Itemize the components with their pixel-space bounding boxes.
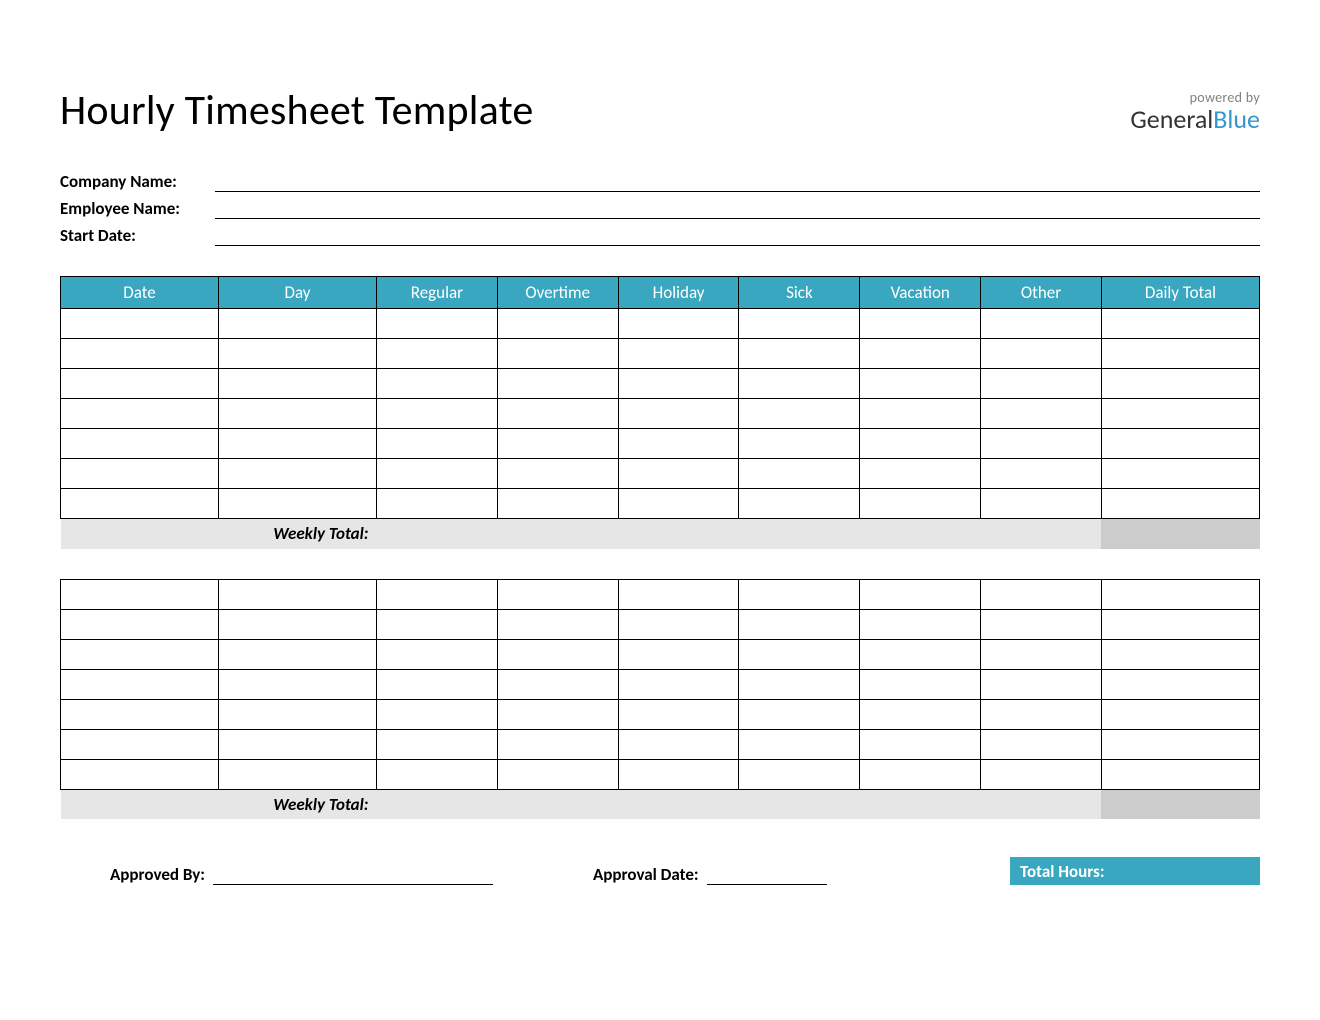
page-title: Hourly Timesheet Template [60, 85, 533, 136]
table-row [61, 579, 1260, 609]
timesheet-table-week2: Weekly Total: [60, 579, 1260, 820]
company-name-label: Company Name: [60, 171, 215, 192]
approved-by-group: Approved By: [110, 864, 493, 885]
weekly-total-row: Weekly Total: [61, 789, 1260, 819]
employee-name-field: Employee Name: [60, 198, 1260, 219]
col-regular: Regular [377, 277, 498, 309]
approved-by-label: Approved By: [110, 864, 205, 885]
table-row [61, 759, 1260, 789]
timesheet-table-week1: Date Day Regular Overtime Holiday Sick V… [60, 276, 1260, 549]
start-date-input-line[interactable] [215, 226, 1260, 246]
col-overtime: Overtime [497, 277, 618, 309]
footer-row: Approved By: Approval Date: Total Hours: [60, 857, 1260, 885]
table-row [61, 699, 1260, 729]
table-row [61, 339, 1260, 369]
col-day: Day [219, 277, 377, 309]
employee-name-input-line[interactable] [215, 199, 1260, 219]
company-name-input-line[interactable] [215, 172, 1260, 192]
start-date-field: Start Date: [60, 225, 1260, 246]
table-row [61, 399, 1260, 429]
header-row: Hourly Timesheet Template powered by Gen… [60, 85, 1260, 136]
table-header-row: Date Day Regular Overtime Holiday Sick V… [61, 277, 1260, 309]
approval-date-group: Approval Date: [593, 864, 827, 885]
approval-date-input-line[interactable] [707, 867, 827, 885]
col-holiday: Holiday [618, 277, 739, 309]
table-row [61, 669, 1260, 699]
total-hours-label: Total Hours: [1020, 861, 1105, 882]
col-other: Other [981, 277, 1102, 309]
logo-area: powered by GeneralBlue [1130, 89, 1260, 133]
approved-by-input-line[interactable] [213, 867, 493, 885]
approval-date-label: Approval Date: [593, 864, 699, 885]
col-daily-total: Daily Total [1101, 277, 1259, 309]
logo-part2: Blue [1213, 103, 1260, 135]
col-date: Date [61, 277, 219, 309]
info-fields: Company Name: Employee Name: Start Date: [60, 171, 1260, 246]
weekly-total-row: Weekly Total: [61, 519, 1260, 549]
col-sick: Sick [739, 277, 860, 309]
weekly-total-value [1101, 789, 1259, 819]
table-row [61, 729, 1260, 759]
start-date-label: Start Date: [60, 225, 215, 246]
table-row [61, 459, 1260, 489]
company-name-field: Company Name: [60, 171, 1260, 192]
table-row [61, 309, 1260, 339]
table-row [61, 639, 1260, 669]
table-row [61, 369, 1260, 399]
col-vacation: Vacation [860, 277, 981, 309]
employee-name-label: Employee Name: [60, 198, 215, 219]
weekly-total-value [1101, 519, 1259, 549]
logo-part1: General [1130, 103, 1213, 135]
table-row [61, 489, 1260, 519]
weekly-total-label: Weekly Total: [61, 519, 377, 549]
total-hours-box: Total Hours: [1010, 857, 1260, 885]
table-row [61, 609, 1260, 639]
logo-text: GeneralBlue [1130, 106, 1260, 133]
weekly-total-label: Weekly Total: [61, 789, 377, 819]
table-row [61, 429, 1260, 459]
